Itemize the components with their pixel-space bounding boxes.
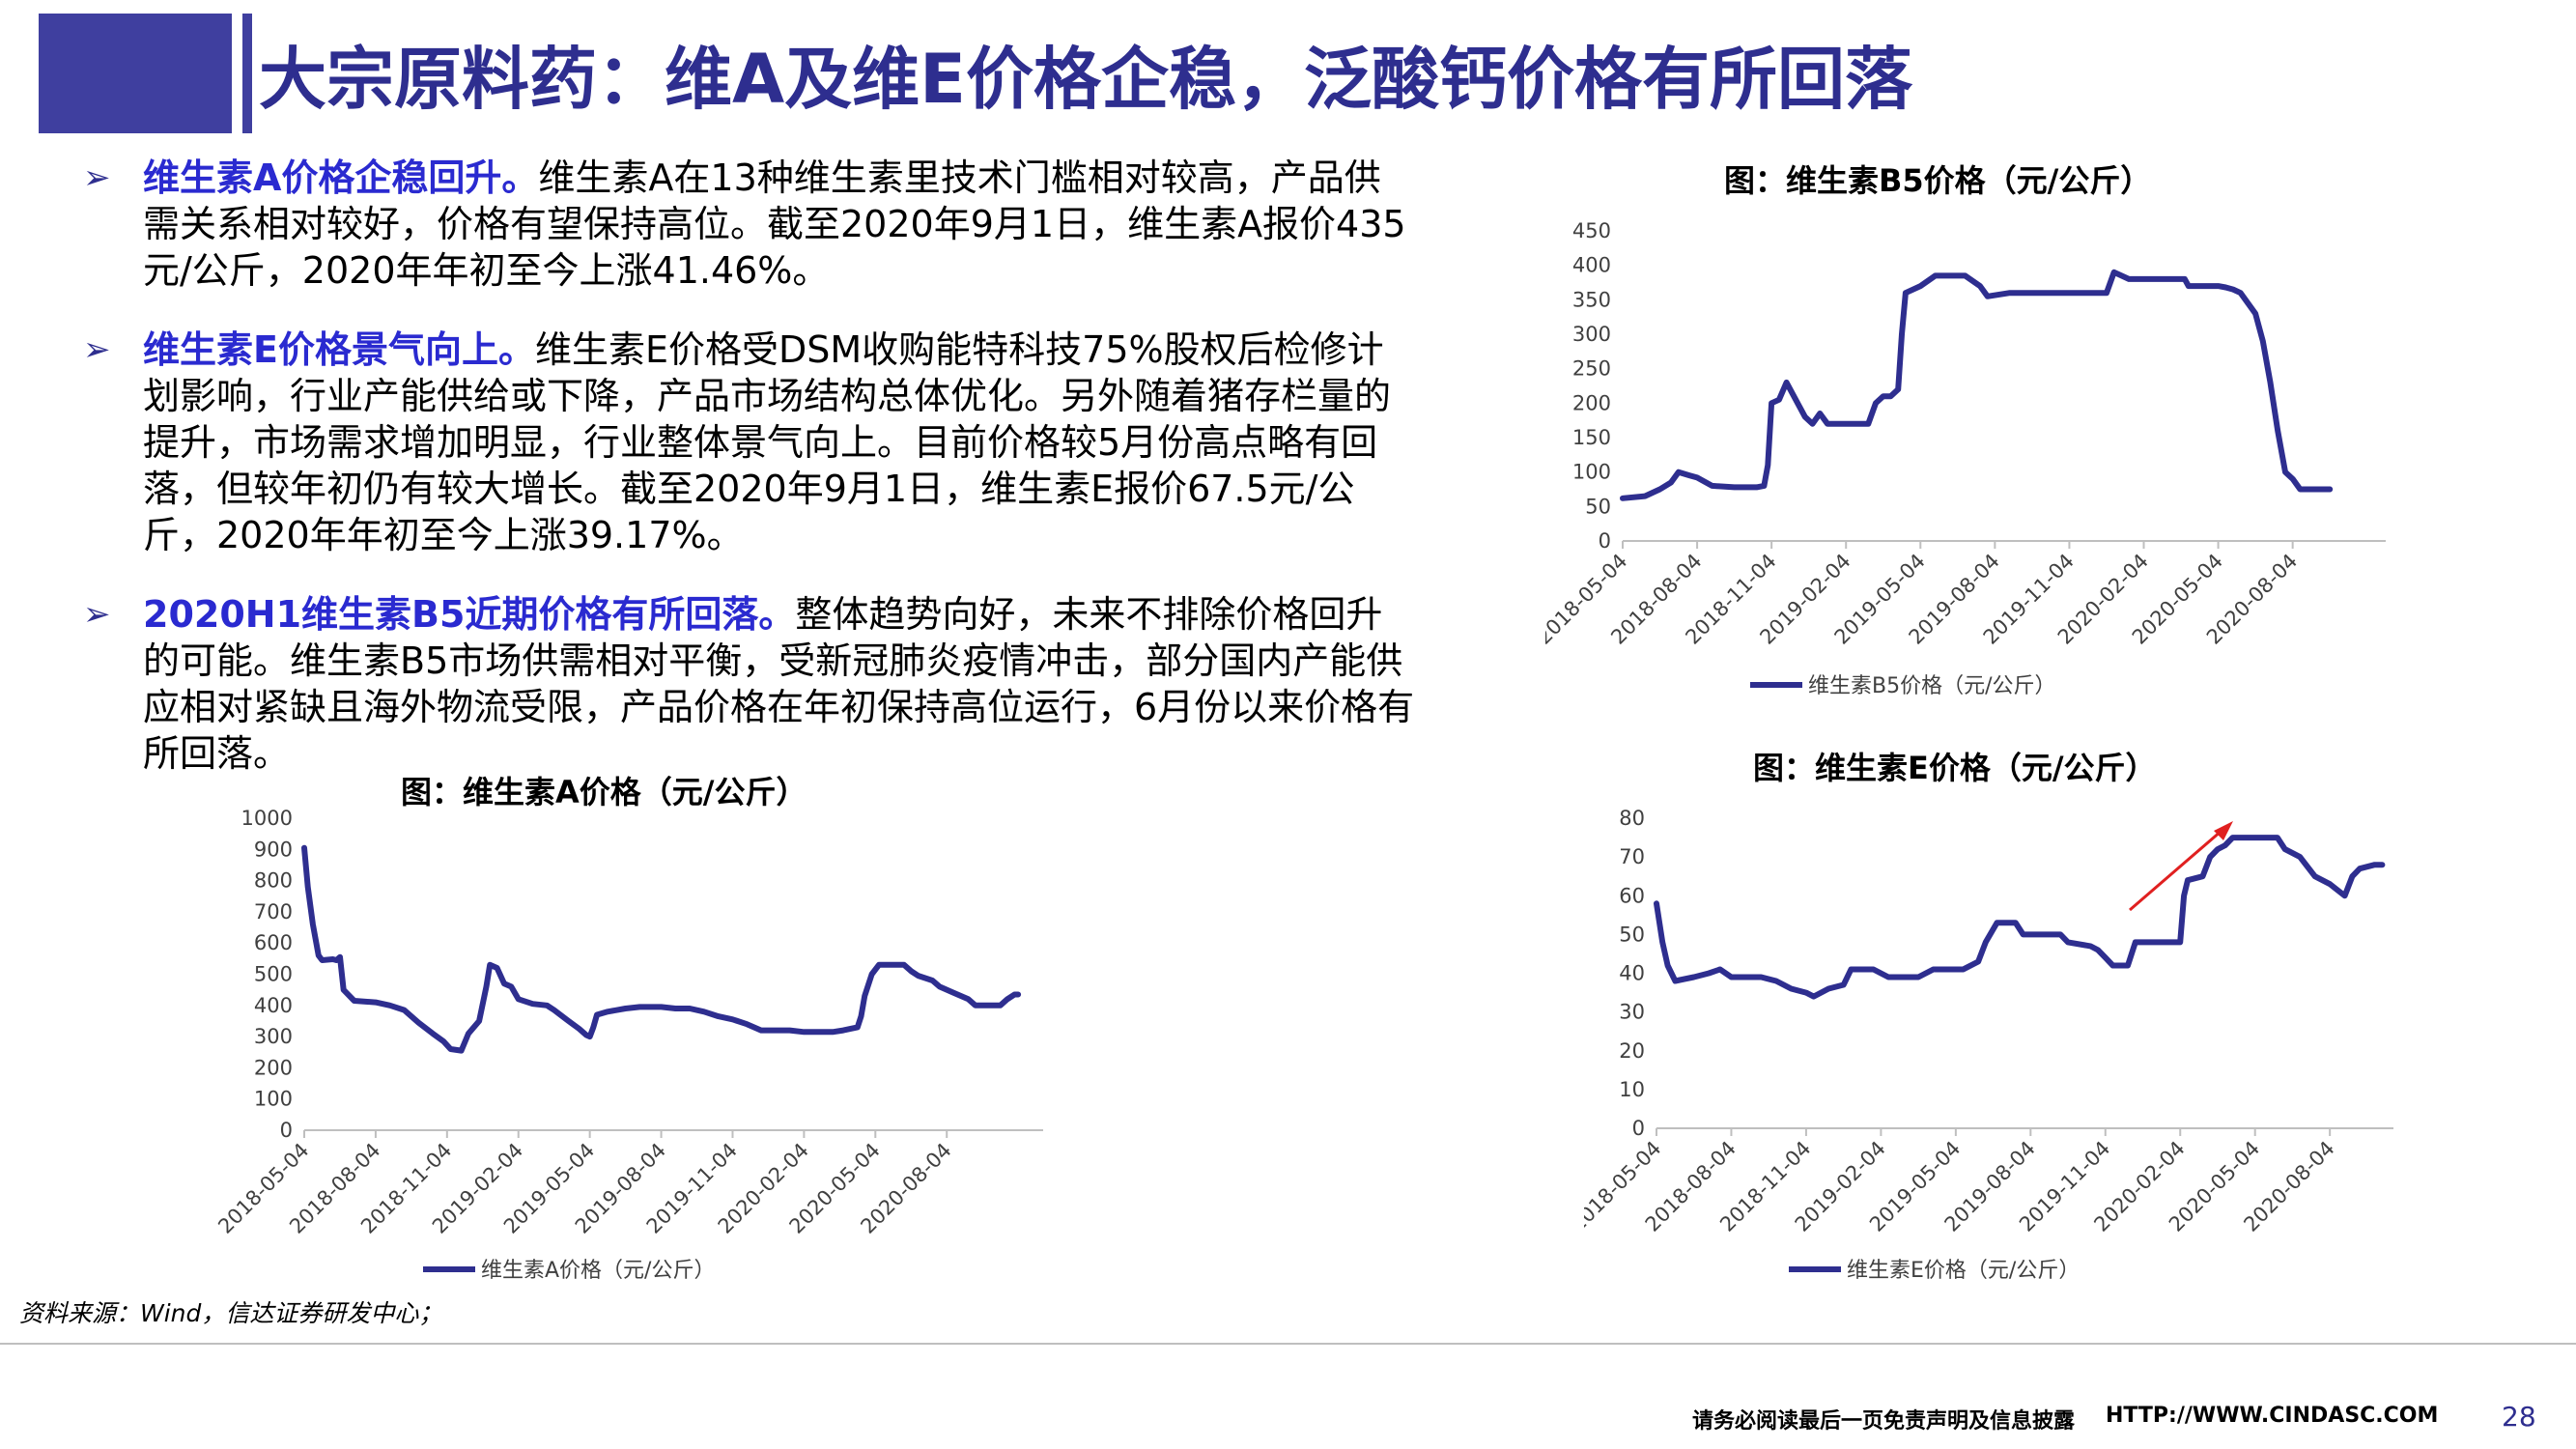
arrow-bullet-icon: ➢ — [83, 158, 111, 197]
chart-title-vitamin-b5: 图：维生素B5价格（元/公斤） — [1724, 162, 2152, 199]
chart-vitamin-b5: 0501001502002503003504004502018-05-04201… — [1545, 219, 2386, 698]
bullet-text: 维生素A在13种维生素里技术门槛相对较高，产品供需关系相对较好，价格有望保持高位… — [143, 156, 1406, 292]
footer-divider — [0, 1343, 2576, 1345]
y-tick-label: 300 — [1572, 323, 1611, 346]
y-tick-label: 350 — [1572, 288, 1611, 311]
chart-title-vitamin-e: 图：维生素E价格（元/公斤） — [1753, 750, 2157, 786]
series-line — [301, 844, 1022, 1054]
y-tick-label: 250 — [1572, 357, 1611, 381]
legend-label: 维生素A价格（元/公斤） — [481, 1259, 715, 1283]
y-tick-label: 900 — [254, 838, 293, 861]
y-tick-label: 400 — [1572, 254, 1611, 277]
bullet-list: ➢ 维生素A价格企稳回升。维生素A在13种维生素里技术门槛相对较高，产品供需关系… — [83, 155, 1416, 810]
footer-disclaimer: 请务必阅读最后一页免责声明及信息披露 — [1692, 1409, 2076, 1434]
y-tick-label: 20 — [1619, 1039, 1645, 1063]
y-tick-label: 0 — [1599, 529, 1611, 553]
page-title: 大宗原料药：维A及维E价格企稳，泛酸钙价格有所回落 — [259, 40, 1912, 119]
y-tick-label: 200 — [1572, 391, 1611, 414]
bullet-vitamin-a: ➢ 维生素A价格企稳回升。维生素A在13种维生素里技术门槛相对较高，产品供需关系… — [83, 155, 1416, 294]
y-tick-label: 1000 — [241, 807, 293, 830]
y-tick-label: 50 — [1585, 495, 1611, 518]
y-tick-label: 50 — [1619, 923, 1645, 946]
arrow-bullet-icon: ➢ — [83, 595, 111, 634]
y-tick-label: 150 — [1572, 426, 1611, 449]
chart-title-vitamin-a: 图：维生素A价格（元/公斤） — [401, 774, 807, 810]
page-number: 28 — [2502, 1401, 2536, 1433]
y-tick-label: 600 — [254, 931, 293, 954]
series-line — [1654, 835, 2386, 1000]
footer-url[interactable]: HTTP://WWW.CINDASC.COM — [2106, 1404, 2439, 1428]
trend-arrow-head — [2214, 821, 2233, 840]
trend-arrow — [2129, 829, 2222, 912]
y-tick-label: 200 — [254, 1056, 293, 1079]
y-tick-label: 0 — [1632, 1117, 1645, 1140]
bullet-lead: 维生素A价格企稳回升。 — [143, 156, 539, 199]
y-tick-label: 100 — [254, 1088, 293, 1111]
y-tick-label: 800 — [254, 869, 293, 893]
y-tick-label: 700 — [254, 900, 293, 923]
y-tick-label: 400 — [254, 994, 293, 1017]
y-tick-label: 300 — [254, 1025, 293, 1048]
y-tick-label: 70 — [1619, 845, 1645, 868]
chart-vitamin-e: 010203040506070802018-05-042018-08-04201… — [1584, 807, 2393, 1283]
bullet-text: 维生素E价格受DSM收购能特科技75%股权后检修计划影响，行业产能供给或下降，产… — [143, 328, 1392, 556]
y-tick-label: 60 — [1619, 884, 1645, 907]
bullet-text: 整体趋势向好，未来不排除价格回升的可能。维生素B5市场供需相对平衡，受新冠肺炎疫… — [143, 593, 1415, 775]
y-tick-label: 450 — [1572, 219, 1611, 242]
bullet-lead: 2020H1维生素B5近期价格有所回落。 — [143, 593, 796, 636]
legend-label: 维生素B5价格（元/公斤） — [1808, 674, 2056, 698]
bullet-vitamin-b5: ➢ 2020H1维生素B5近期价格有所回落。整体趋势向好，未来不排除价格回升的可… — [83, 591, 1416, 777]
bullet-vitamin-e: ➢ 维生素E价格景气向上。维生素E价格受DSM收购能特科技75%股权后检修计划影… — [83, 327, 1416, 558]
source-note: 资料来源：Wind，信达证券研发中心； — [19, 1299, 443, 1327]
chart-vitamin-a: 010020030040050060070080090010002018-05-… — [213, 807, 1043, 1283]
y-tick-label: 10 — [1619, 1078, 1645, 1101]
title-block — [39, 14, 232, 133]
y-tick-label: 40 — [1619, 962, 1645, 985]
y-tick-label: 30 — [1619, 1001, 1645, 1024]
y-tick-label: 100 — [1572, 461, 1611, 484]
series-line — [1620, 269, 2334, 501]
bullet-lead: 维生素E价格景气向上。 — [143, 328, 535, 371]
y-tick-label: 80 — [1619, 807, 1645, 830]
arrow-bullet-icon: ➢ — [83, 330, 111, 369]
title-accent-bar — [242, 14, 252, 133]
y-tick-label: 0 — [280, 1119, 293, 1142]
legend-label: 维生素E价格（元/公斤） — [1847, 1259, 2080, 1283]
y-tick-label: 500 — [254, 963, 293, 986]
